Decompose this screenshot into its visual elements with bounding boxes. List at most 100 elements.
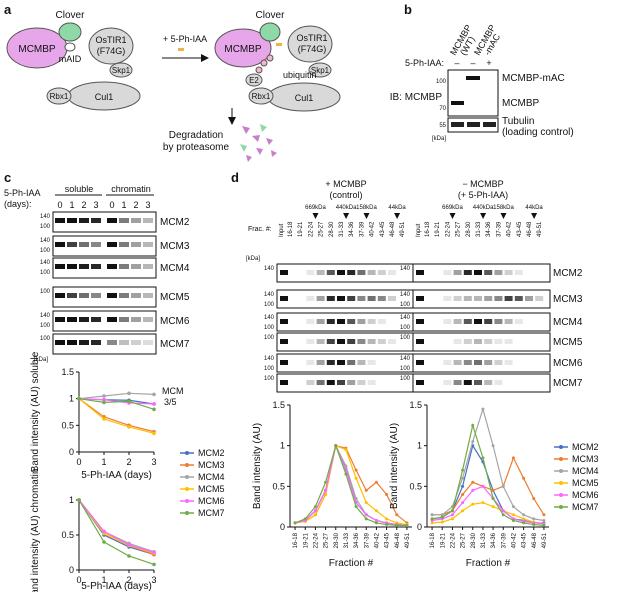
band xyxy=(143,218,153,223)
band xyxy=(443,296,452,301)
band xyxy=(131,293,141,298)
band-input xyxy=(416,270,424,275)
mw-55: 55 xyxy=(439,123,446,129)
band xyxy=(377,270,386,275)
point-mcm6 xyxy=(374,518,378,522)
fraction-header: 49-51 xyxy=(537,221,543,237)
marker-triangle xyxy=(343,213,350,219)
skp1-left-label: Skp1 xyxy=(112,66,131,75)
clover-right xyxy=(259,22,281,42)
band-input xyxy=(416,319,424,324)
fraction-header: 37-39 xyxy=(496,221,502,237)
loading-label-1: Tubulin xyxy=(502,116,534,127)
point-mcm6 xyxy=(461,501,465,505)
band xyxy=(357,319,366,324)
blot-label: MCM7 xyxy=(160,339,190,350)
y-axis-label: Band intensity (AU) xyxy=(252,423,263,509)
fraction-header: 28-30 xyxy=(329,221,335,237)
band xyxy=(91,218,101,223)
mw-tick: 100 xyxy=(400,302,411,308)
point-mcm7 xyxy=(501,513,505,517)
panel-c-letter: c xyxy=(4,170,11,185)
band xyxy=(484,319,493,324)
band xyxy=(504,270,513,275)
blot-label: MCM7 xyxy=(553,378,583,389)
band xyxy=(316,319,325,324)
series-line-mcm7 xyxy=(78,499,155,565)
series-line-mcm4 xyxy=(78,499,155,553)
panel-a-letter: a xyxy=(4,2,12,17)
band xyxy=(535,296,544,301)
band xyxy=(463,339,472,344)
rbx1-right xyxy=(248,87,274,105)
band xyxy=(107,264,117,269)
blot-mcm3 xyxy=(412,289,551,309)
legend-marker xyxy=(559,481,563,485)
mw-70: 70 xyxy=(439,106,446,112)
point-mcm7 xyxy=(127,399,131,404)
legend-marker xyxy=(559,469,563,473)
series-line-mcm6 xyxy=(294,443,407,526)
mw-tick: 140 xyxy=(400,266,411,272)
x-tick-label: 0 xyxy=(76,575,81,585)
band xyxy=(107,218,117,223)
y-tick-label: 0.5 xyxy=(61,420,74,430)
band-input xyxy=(280,360,288,365)
band xyxy=(337,270,345,275)
point-mcm7 xyxy=(481,456,485,460)
series-line-mcm7 xyxy=(431,423,544,526)
point-mcm6 xyxy=(450,513,454,517)
series-line-mcm4 xyxy=(78,392,155,400)
fraction-header: 22-24 xyxy=(445,221,451,237)
fraction-header: 37-39 xyxy=(359,221,365,237)
point-mcm7 xyxy=(440,515,444,519)
band xyxy=(443,380,452,385)
mw-tick: 140 xyxy=(400,315,411,321)
ubiquitin-label: ubiquitin xyxy=(283,70,317,80)
band xyxy=(494,296,503,301)
cul1-left-label: Cul1 xyxy=(95,92,114,102)
band-input xyxy=(416,380,424,385)
band-input xyxy=(280,270,288,275)
loading-label-2: (loading control) xyxy=(502,127,574,138)
band xyxy=(316,270,325,275)
band-tubulin-3 xyxy=(483,122,496,127)
x-tick-label: 25-27 xyxy=(461,532,467,548)
maid-label: mAID xyxy=(59,54,82,64)
band-input xyxy=(280,339,288,344)
fraction-header: 31-33 xyxy=(476,221,482,237)
legend-label: MCM5 xyxy=(572,478,599,488)
x-tick-label: 19-21 xyxy=(440,532,446,548)
band xyxy=(55,264,65,269)
mw-tick: 100 xyxy=(400,366,411,372)
x-tick-label: 34-36 xyxy=(354,532,360,548)
legend-marker xyxy=(559,505,563,509)
band xyxy=(79,317,89,322)
band xyxy=(525,296,533,301)
band xyxy=(494,319,503,324)
point-mcm5 xyxy=(354,476,358,480)
point-mcm7 xyxy=(532,523,536,527)
band xyxy=(443,319,452,324)
band xyxy=(326,270,335,275)
point-mcm5 xyxy=(491,505,495,509)
legend-label: MCM6 xyxy=(198,496,225,506)
band xyxy=(131,242,141,247)
sign-lane-2: – xyxy=(470,58,475,68)
point-mcm4 xyxy=(127,391,131,396)
legend-marker xyxy=(185,475,189,479)
ostir1-right-mut: (F74G) xyxy=(298,44,327,54)
point-mcm3 xyxy=(395,513,399,517)
mw-tick: 100 xyxy=(40,336,51,342)
marker-triangle xyxy=(449,213,456,219)
series-line-mcm3 xyxy=(78,499,155,556)
fraction-header: 19-21 xyxy=(435,221,441,237)
mw-tick: 100 xyxy=(40,270,51,276)
skp1-left xyxy=(109,62,133,78)
point-mcm7 xyxy=(405,523,409,527)
point-mcm7 xyxy=(152,562,156,567)
marker-label: 669kDa xyxy=(305,205,326,211)
point-mcm7 xyxy=(334,444,338,448)
band xyxy=(131,340,141,345)
cul1-right-label: Cul1 xyxy=(295,93,314,103)
